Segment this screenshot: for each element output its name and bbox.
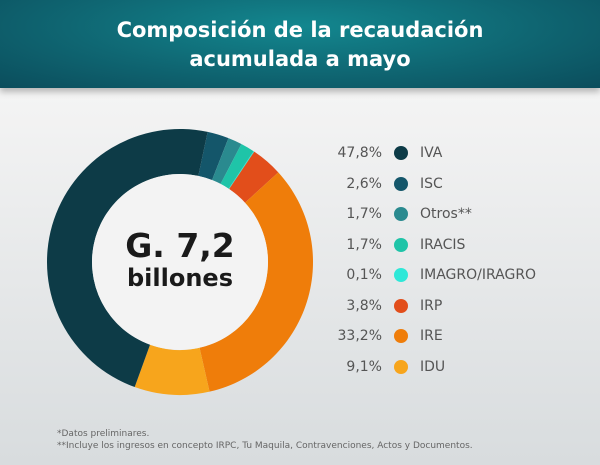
title-line-1: Composición de la recaudación bbox=[116, 18, 484, 42]
legend-label: IRP bbox=[420, 297, 443, 314]
footnote-2: **Incluye los ingresos en concepto IRPC,… bbox=[57, 441, 473, 451]
slice-ire bbox=[199, 172, 313, 392]
legend-value: 1,7% bbox=[346, 236, 382, 253]
legend-value: 2,6% bbox=[346, 175, 382, 192]
donut-chart bbox=[46, 128, 313, 395]
slice-irp bbox=[229, 151, 279, 203]
legend: 47,8% IVA 2,6% ISC 1,7% Otros** 1,7% IRACIS 0,1%… bbox=[320, 138, 537, 383]
legend-label: IMAGRO/IRAGRO bbox=[420, 267, 537, 284]
slice-otros bbox=[212, 138, 242, 184]
title-line-2: acumulada a mayo bbox=[189, 47, 411, 71]
footnotes: *Datos preliminares. **Incluye los ingre… bbox=[57, 428, 473, 452]
legend-label: IRACIS bbox=[420, 236, 466, 253]
legend-value: 47,8% bbox=[337, 145, 382, 162]
legend-label: IVA bbox=[420, 145, 443, 162]
legend-item: 1,7% IRACIS bbox=[320, 230, 536, 261]
legend-value: 0,1% bbox=[346, 267, 382, 284]
total-amount: G. 7,2 bbox=[125, 226, 235, 265]
legend-swatch bbox=[394, 176, 408, 191]
legend-label: IDU bbox=[420, 358, 446, 375]
slice-iracis bbox=[220, 144, 254, 189]
legend-label: Otros** bbox=[420, 206, 472, 223]
legend-value: 9,1% bbox=[346, 358, 382, 375]
legend-label: IRE bbox=[420, 328, 443, 345]
legend-swatch bbox=[394, 268, 408, 283]
legend-item: 47,8% IVA bbox=[320, 138, 536, 169]
title-banner: Composición de la recaudación acumulada … bbox=[0, 0, 600, 88]
legend-item: 0,1% IMAGRO/IRAGRO bbox=[320, 260, 536, 291]
legend-value: 3,8% bbox=[346, 297, 382, 314]
legend-value: 33,2% bbox=[337, 328, 382, 345]
legend-item: 3,8% IRP bbox=[320, 291, 536, 322]
slice-iva bbox=[46, 128, 208, 388]
legend-item: 1,7% Otros** bbox=[320, 199, 536, 230]
slice-imagro-iragro bbox=[228, 151, 255, 190]
legend-label: ISC bbox=[420, 175, 443, 192]
legend-swatch bbox=[394, 237, 408, 252]
donut-hole bbox=[92, 174, 268, 350]
legend-item: 2,6% ISC bbox=[320, 169, 536, 200]
legend-swatch bbox=[394, 146, 408, 161]
slice-isc bbox=[198, 131, 229, 181]
total-unit: billones bbox=[127, 264, 233, 292]
donut-center-label: G. 7,2 billones bbox=[100, 226, 260, 293]
legend-value: 1,7% bbox=[346, 206, 382, 223]
legend-swatch bbox=[394, 329, 408, 344]
legend-swatch bbox=[394, 359, 408, 374]
legend-item: 9,1% IDU bbox=[320, 352, 536, 383]
legend-swatch bbox=[394, 298, 408, 313]
slice-idu bbox=[134, 344, 210, 395]
footnote-1: *Datos preliminares. bbox=[57, 429, 150, 439]
legend-swatch bbox=[394, 207, 408, 222]
legend-item: 33,2% IRE bbox=[320, 321, 536, 352]
